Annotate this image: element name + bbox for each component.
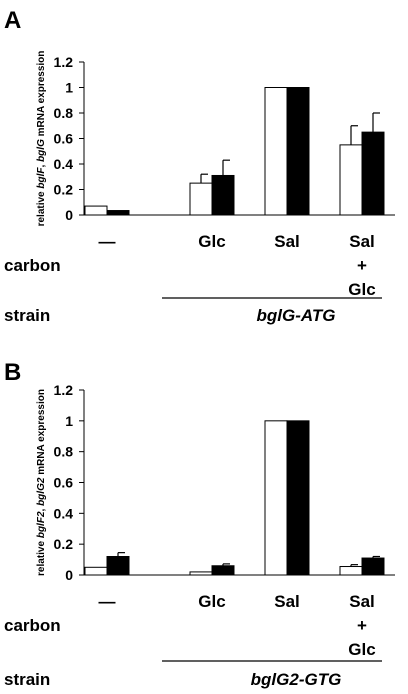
x-category-label: + [357, 616, 367, 635]
carbon-row-label: carbon [4, 256, 61, 275]
x-category-label: Glc [198, 592, 225, 611]
panel-letter: B [4, 359, 21, 386]
y-axis-label-part: bglF2 [36, 511, 47, 538]
y-axis-label-part: relative [36, 538, 47, 576]
strain-row-label: strain [4, 670, 50, 689]
y-tick-label: 0.8 [54, 444, 74, 460]
y-tick-label: 0 [65, 207, 73, 223]
x-category-label: Glc [198, 232, 225, 251]
x-category-label: Sal [274, 232, 300, 251]
bar [189, 571, 213, 576]
x-category-label: — [99, 232, 116, 251]
y-tick-label: 0.2 [54, 536, 74, 552]
y-tick-label: 0 [65, 567, 73, 583]
bar [106, 556, 130, 576]
bar [286, 420, 310, 576]
bar [361, 557, 385, 576]
y-axis-label-part: , [36, 506, 47, 512]
bar [286, 87, 310, 216]
x-category-label: Glc [348, 640, 375, 659]
y-tick-label: 0.4 [54, 156, 74, 172]
y-axis-label: relative bglF2, bglG2 mRNA expression [36, 389, 47, 576]
y-axis-label-part: relative [36, 189, 47, 227]
y-tick-label: 0.6 [54, 475, 74, 491]
bar [264, 87, 288, 216]
y-tick-label: 0.8 [54, 105, 74, 121]
y-axis-label-part: bglF [36, 167, 47, 189]
y-tick-label: 1.2 [54, 54, 74, 70]
y-tick-label: 0.4 [54, 505, 74, 521]
bar [264, 420, 288, 576]
y-tick-label: 1 [65, 80, 73, 96]
strain-name: bglG-ATG [257, 306, 336, 325]
bar [106, 210, 130, 216]
y-tick-label: 0.2 [54, 182, 74, 198]
x-category-label: Sal [349, 232, 375, 251]
x-category-label: Sal [349, 592, 375, 611]
bar [339, 144, 363, 216]
bar [211, 174, 235, 216]
y-axis-label-part: , [36, 162, 47, 168]
y-axis-label-part: bglG2 [36, 477, 47, 506]
bar [84, 205, 108, 216]
x-category-label: Sal [274, 592, 300, 611]
x-category-label: Glc [348, 280, 375, 299]
bar [211, 565, 235, 576]
bar [84, 566, 108, 576]
y-axis-label-part: mRNA expression [36, 389, 47, 478]
strain-name: bglG2-GTG [251, 670, 342, 689]
strain-row-label: strain [4, 306, 50, 325]
y-axis-label: relative bglF, bglG mRNA expression [36, 51, 47, 227]
carbon-row-label: carbon [4, 616, 61, 635]
y-axis-label-part: mRNA expression [36, 51, 47, 140]
panel-letter: A [4, 7, 21, 34]
bar [339, 566, 363, 576]
x-category-label: + [357, 256, 367, 275]
bar [361, 131, 385, 216]
bar [189, 182, 213, 216]
x-category-label: — [99, 592, 116, 611]
y-tick-label: 1 [65, 413, 73, 429]
y-tick-label: 1.2 [54, 382, 74, 398]
y-axis-label-part: bglG [36, 139, 47, 162]
y-tick-label: 0.6 [54, 131, 74, 147]
